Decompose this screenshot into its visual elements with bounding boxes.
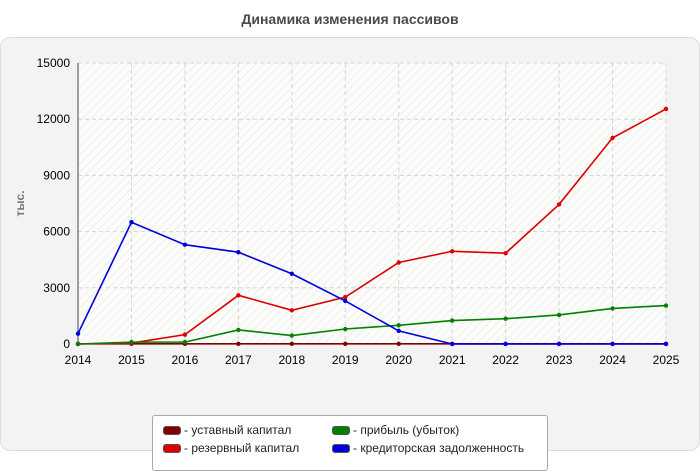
data-point bbox=[343, 294, 348, 300]
data-point bbox=[182, 242, 188, 247]
data-point bbox=[556, 341, 562, 347]
x-tick-label: 2024 bbox=[599, 353, 626, 367]
x-tick-label: 2021 bbox=[439, 353, 466, 367]
data-point bbox=[182, 332, 188, 337]
legend-label: - прибыль (убыток) bbox=[353, 423, 460, 437]
y-tick-label: 15000 bbox=[37, 56, 71, 70]
data-point bbox=[289, 271, 295, 276]
y-tick-label: 9000 bbox=[43, 168, 70, 182]
x-tick-label: 2025 bbox=[653, 353, 680, 367]
data-point bbox=[289, 333, 295, 338]
legend-item: - кредиторская задолженность bbox=[332, 441, 524, 455]
y-tick-label: 3000 bbox=[43, 281, 70, 295]
legend-item: - резервный капитал bbox=[163, 441, 299, 455]
data-point bbox=[129, 339, 134, 345]
series-line bbox=[77, 108, 667, 345]
data-point bbox=[610, 135, 615, 141]
x-tick-label: 2018 bbox=[278, 353, 305, 367]
x-tick-label: 2017 bbox=[225, 353, 252, 367]
data-point bbox=[663, 106, 669, 112]
data-point bbox=[503, 316, 508, 321]
data-point bbox=[396, 341, 401, 347]
data-point bbox=[343, 326, 348, 332]
chart-legend: - уставный капитал - резервный капитал - п… bbox=[152, 415, 548, 471]
data-point bbox=[289, 341, 295, 347]
legend-swatch bbox=[163, 425, 181, 435]
x-tick-label: 2023 bbox=[546, 353, 573, 367]
data-point bbox=[75, 341, 81, 347]
data-point bbox=[503, 250, 508, 256]
x-tick-label: 2022 bbox=[492, 353, 519, 367]
data-point bbox=[610, 306, 615, 311]
data-point bbox=[343, 298, 348, 304]
series-line bbox=[77, 304, 667, 345]
legend-item: - уставный капитал bbox=[163, 423, 291, 437]
data-point bbox=[663, 341, 669, 347]
legend-label: - кредиторская задолженность bbox=[353, 441, 525, 455]
x-tick-label: 2020 bbox=[385, 353, 412, 367]
chart-title: Динамика изменения пассивов bbox=[241, 11, 459, 27]
y-axis-label: тыс. bbox=[13, 190, 27, 216]
legend-label: - резервный капитал bbox=[184, 441, 300, 455]
data-point bbox=[182, 339, 188, 345]
x-tick-label: 2014 bbox=[65, 353, 92, 367]
data-point bbox=[396, 260, 401, 265]
data-point bbox=[289, 308, 295, 313]
legend-swatch bbox=[163, 443, 181, 453]
x-tick-label: 2016 bbox=[172, 353, 199, 367]
data-point bbox=[236, 341, 241, 347]
data-point bbox=[556, 202, 562, 207]
x-tick-label: 2015 bbox=[118, 353, 145, 367]
plot-area bbox=[78, 63, 666, 344]
y-tick-label: 0 bbox=[63, 337, 70, 351]
data-point bbox=[236, 327, 241, 333]
data-point bbox=[236, 250, 241, 255]
legend-item: - прибыль (убыток) bbox=[332, 423, 459, 437]
data-point bbox=[610, 341, 615, 347]
data-point bbox=[663, 303, 669, 308]
data-point bbox=[236, 293, 241, 298]
line-chart: 0 3000 6000 9000 12000 15000 2014 2015 2016 2017 2… bbox=[13, 56, 680, 367]
data-point bbox=[343, 341, 348, 347]
data-point bbox=[396, 323, 401, 328]
data-point bbox=[129, 220, 134, 225]
x-tick-label: 2019 bbox=[332, 353, 359, 367]
data-point bbox=[556, 312, 562, 318]
y-tick-label: 12000 bbox=[37, 112, 71, 126]
legend-swatch bbox=[332, 443, 350, 453]
data-point bbox=[449, 249, 455, 254]
series-line bbox=[77, 221, 666, 345]
y-tick-label: 6000 bbox=[43, 225, 70, 239]
data-point bbox=[503, 341, 508, 347]
data-point bbox=[75, 331, 81, 336]
data-point bbox=[449, 341, 455, 347]
chart-panel: 0 3000 6000 9000 12000 15000 2014 2015 2016 2017 2… bbox=[0, 37, 700, 471]
legend-swatch bbox=[332, 425, 350, 435]
legend-label: - уставный капитал bbox=[184, 423, 292, 437]
data-point bbox=[449, 318, 455, 323]
data-point bbox=[396, 328, 401, 334]
